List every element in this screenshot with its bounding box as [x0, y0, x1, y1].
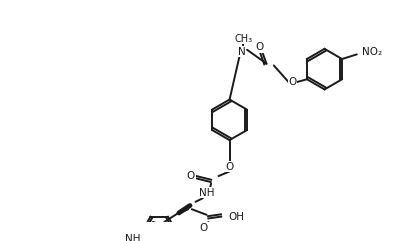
- Text: N: N: [237, 47, 245, 57]
- Text: O: O: [225, 162, 233, 172]
- Text: OH: OH: [228, 212, 244, 222]
- Text: NO₂: NO₂: [361, 47, 381, 57]
- Text: NH: NH: [198, 188, 214, 198]
- Text: O: O: [186, 171, 194, 181]
- Text: CH₃: CH₃: [234, 34, 252, 44]
- Text: O: O: [288, 77, 296, 87]
- Text: NH: NH: [125, 234, 140, 241]
- Text: O: O: [199, 223, 207, 233]
- Text: O: O: [254, 42, 263, 52]
